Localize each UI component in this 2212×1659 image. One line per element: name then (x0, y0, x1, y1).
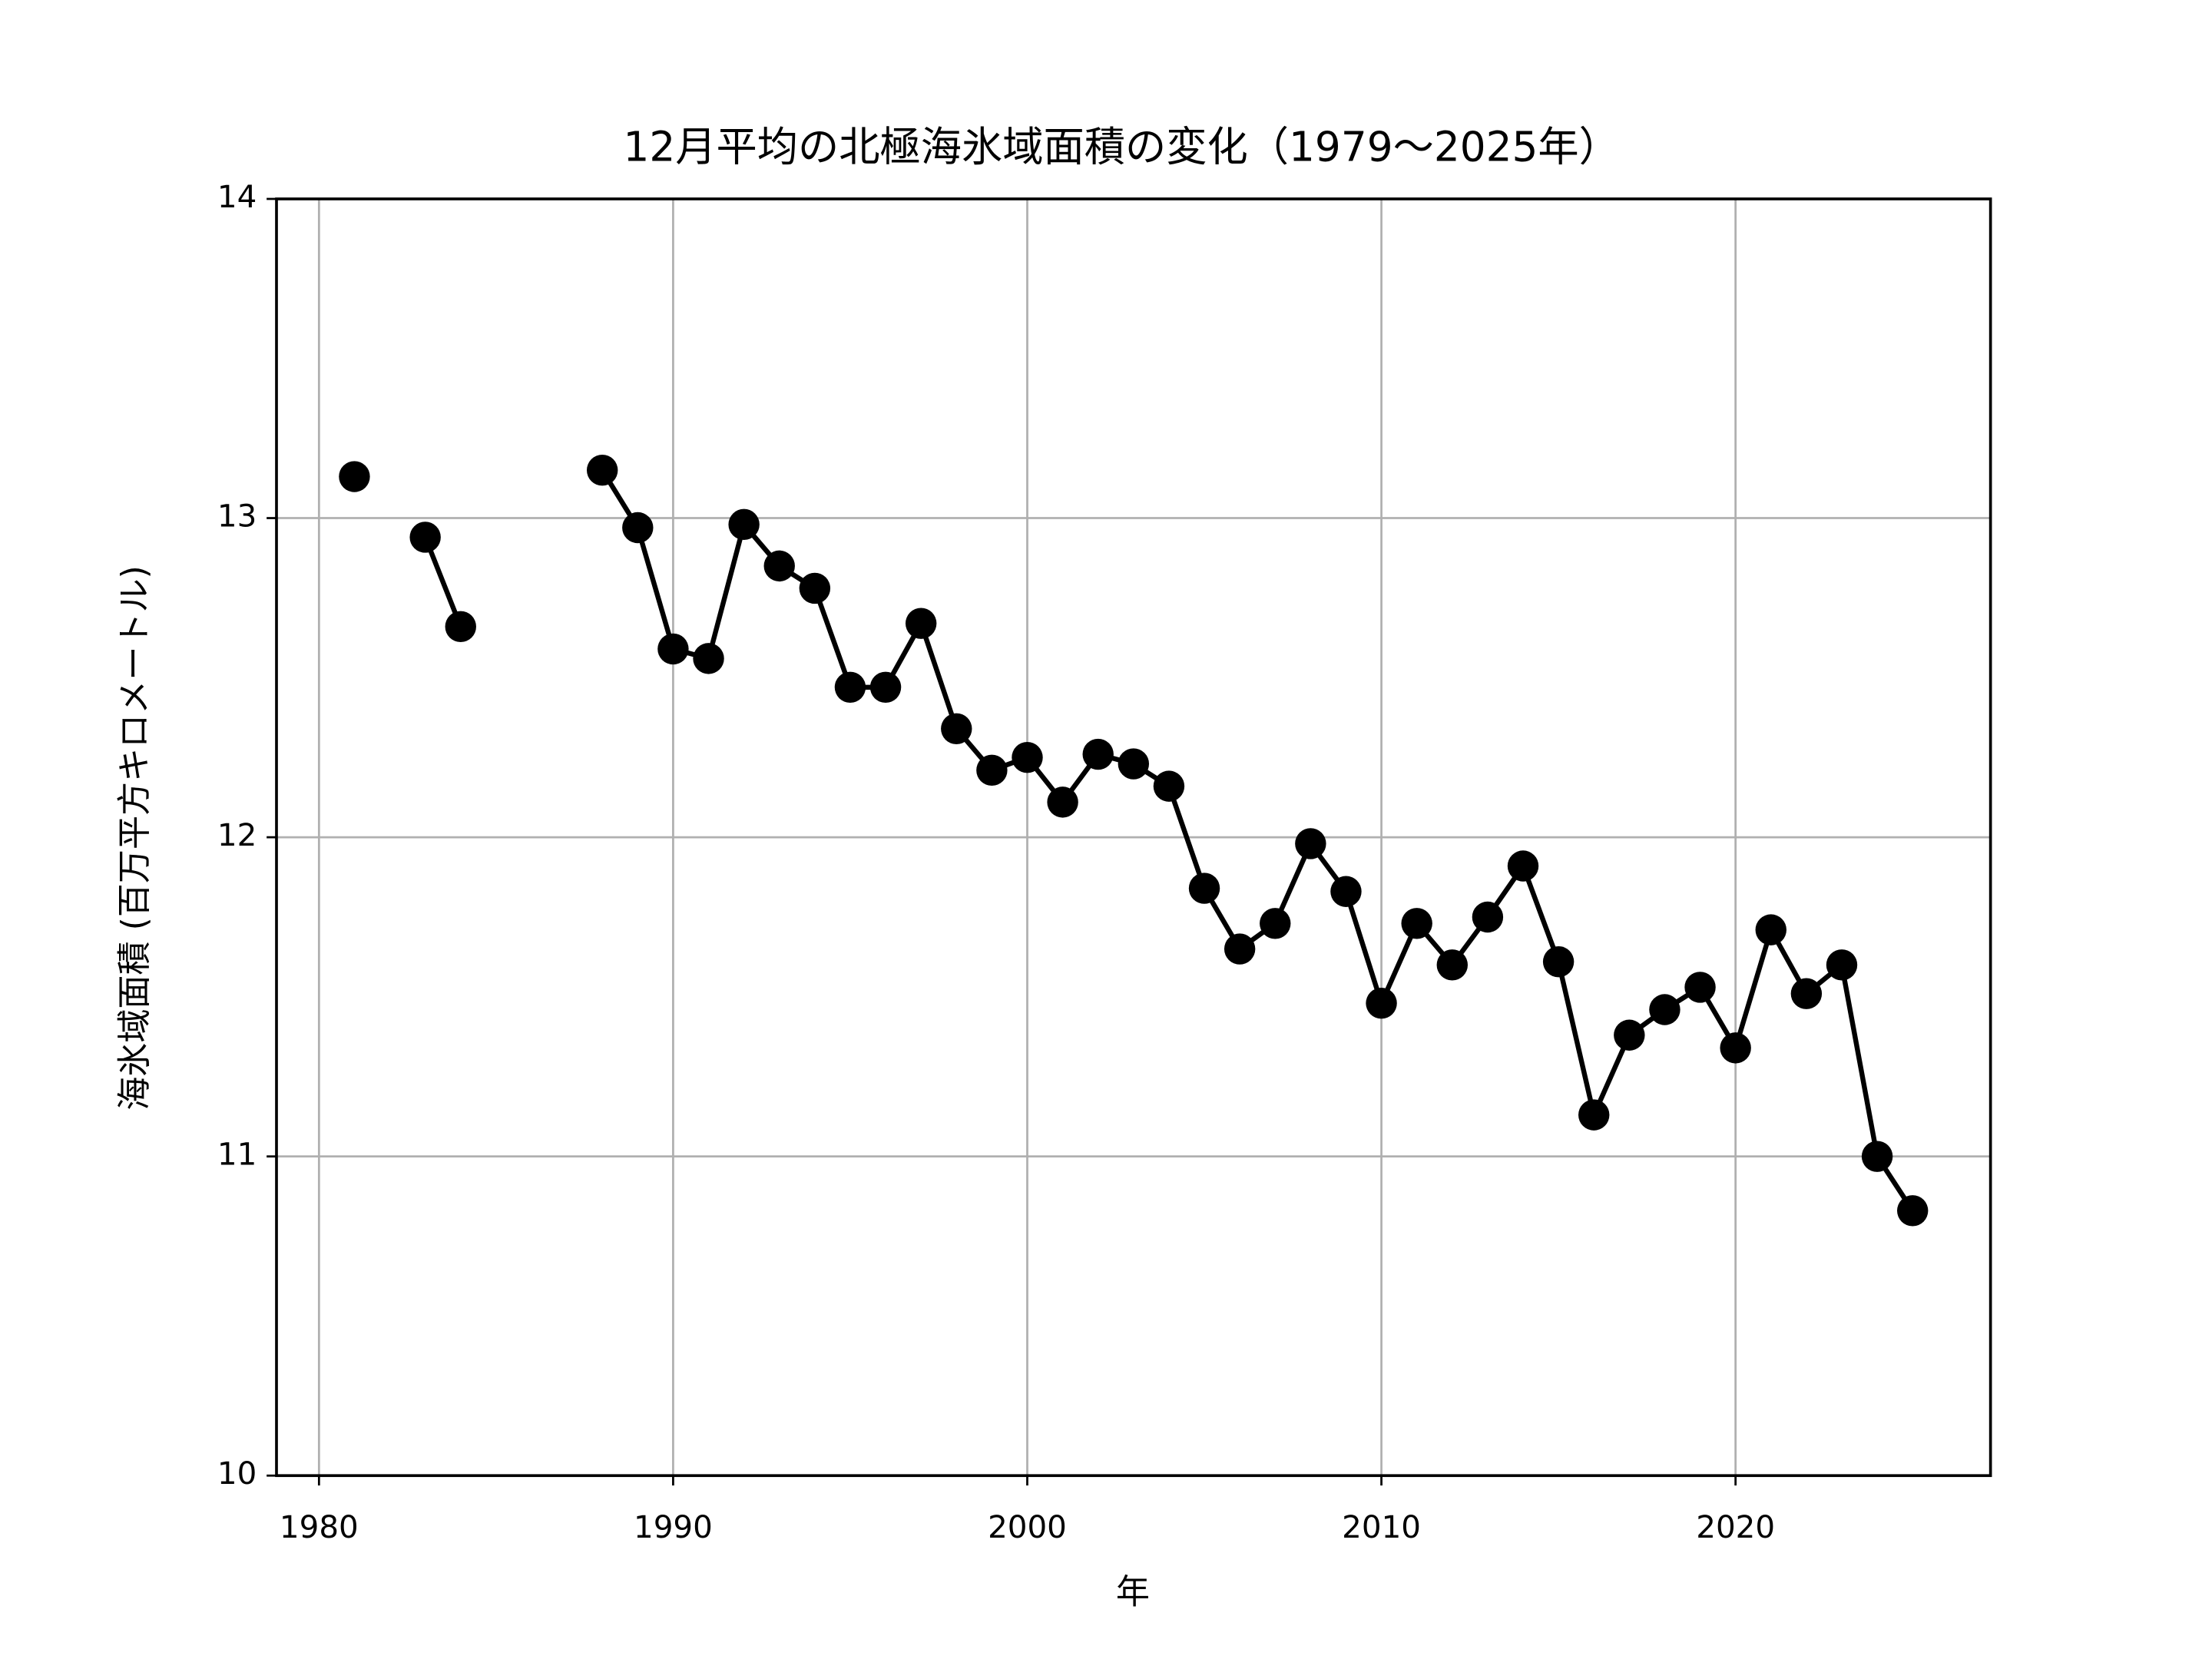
data-point (976, 754, 1008, 786)
data-point (1224, 933, 1256, 965)
data-point (586, 455, 618, 486)
y-tick-label: 12 (217, 816, 257, 853)
data-point (869, 671, 902, 703)
data-point (1330, 876, 1362, 907)
data-point (1118, 748, 1150, 780)
x-tick-label: 2000 (988, 1508, 1067, 1545)
data-point (1755, 914, 1786, 945)
data-point (1012, 742, 1043, 773)
data-point (1507, 850, 1539, 882)
data-point (834, 671, 866, 703)
data-point (728, 508, 760, 541)
data-point (905, 608, 937, 639)
data-point (1188, 873, 1220, 904)
y-axis-label: 海氷域面積 (百万平方キロメートル) (115, 565, 154, 1111)
plot-frame (275, 197, 1992, 1478)
data-point (445, 611, 476, 643)
y-tick-label: 13 (217, 498, 257, 535)
data-point (1436, 949, 1468, 981)
data-point (1649, 994, 1681, 1025)
x-tick-label: 2020 (1696, 1508, 1775, 1545)
data-point (1542, 945, 1575, 978)
data-point (1578, 1099, 1610, 1131)
data-point (1472, 901, 1504, 933)
data-point (1826, 949, 1858, 981)
data-point (799, 572, 831, 604)
data-point (1047, 786, 1078, 818)
data-point (1153, 770, 1185, 802)
data-point (1861, 1141, 1893, 1172)
x-tick-label: 1990 (634, 1508, 713, 1545)
data-point (1260, 908, 1291, 939)
data-point (1614, 1019, 1645, 1051)
data-point (1790, 978, 1823, 1009)
data-point (657, 633, 689, 665)
data-point (1896, 1195, 1929, 1227)
data-point (1366, 987, 1397, 1019)
x-tick-label: 1980 (280, 1508, 359, 1545)
data-point (339, 461, 370, 492)
data-point (1720, 1032, 1751, 1064)
y-tick-label: 14 (217, 178, 257, 215)
x-axis-label: 年 (1116, 1573, 1150, 1612)
data-point (1684, 972, 1716, 1003)
data-point (693, 643, 724, 674)
x-tick-label: 2010 (1342, 1508, 1421, 1545)
data-point (1082, 738, 1114, 770)
data-point (1401, 908, 1432, 939)
data-point (409, 522, 441, 553)
data-point (622, 512, 654, 544)
y-tick-label: 10 (217, 1455, 257, 1492)
data-point (763, 550, 795, 582)
data-point (1295, 828, 1326, 859)
y-tick-label: 11 (217, 1136, 257, 1173)
chart-title: 12月平均の北極海氷域面積の変化（1979〜2025年） (624, 123, 1620, 171)
data-point (941, 713, 972, 745)
